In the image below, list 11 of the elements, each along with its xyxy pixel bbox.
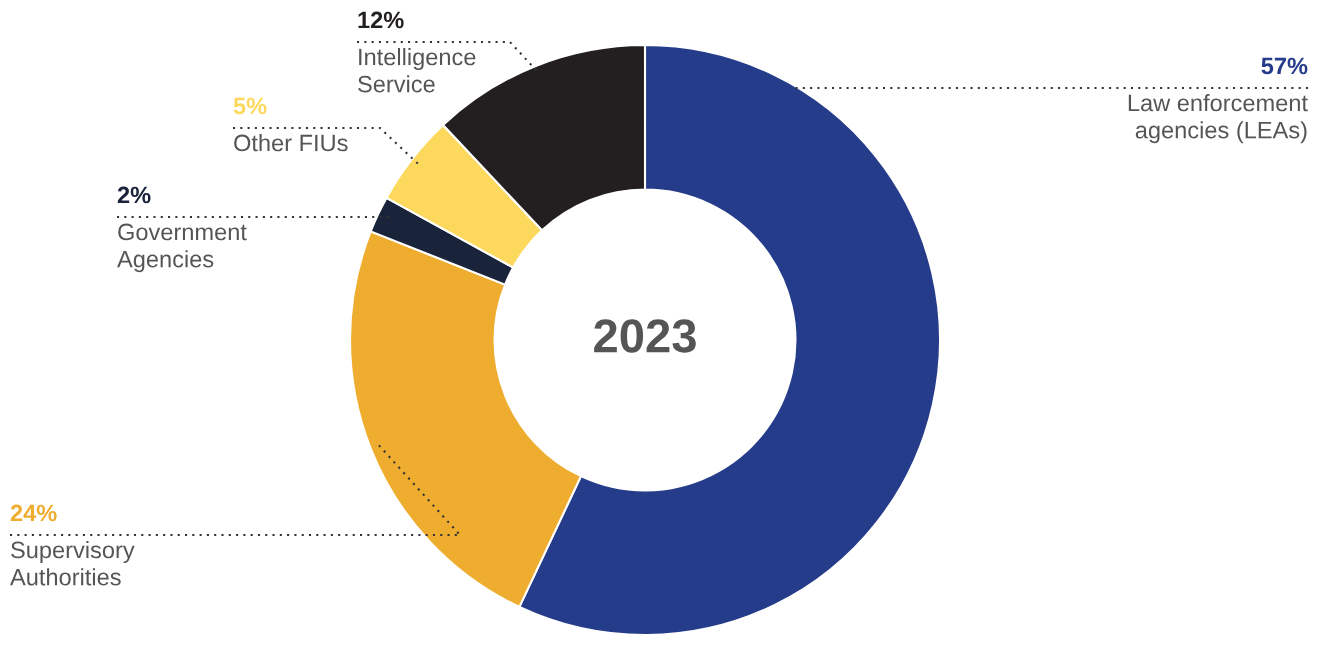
text: 2023	[594, 319, 696, 353]
data-label: 57%	[1261, 57, 1308, 75]
data-label: 2%	[117, 186, 151, 204]
slice-label: Intelligence Service	[358, 48, 476, 93]
slice-label: Supervisory Authorities	[10, 541, 135, 586]
data-label: 24%	[10, 504, 57, 522]
slice-label: Law enforcement agencies (LEAs)	[1128, 94, 1308, 144]
data-label: 5%	[233, 97, 267, 115]
slice-label: Government Agencies	[117, 223, 247, 273]
slice-label: Other FIUs	[234, 134, 348, 152]
data-label: 12%	[358, 11, 404, 29]
